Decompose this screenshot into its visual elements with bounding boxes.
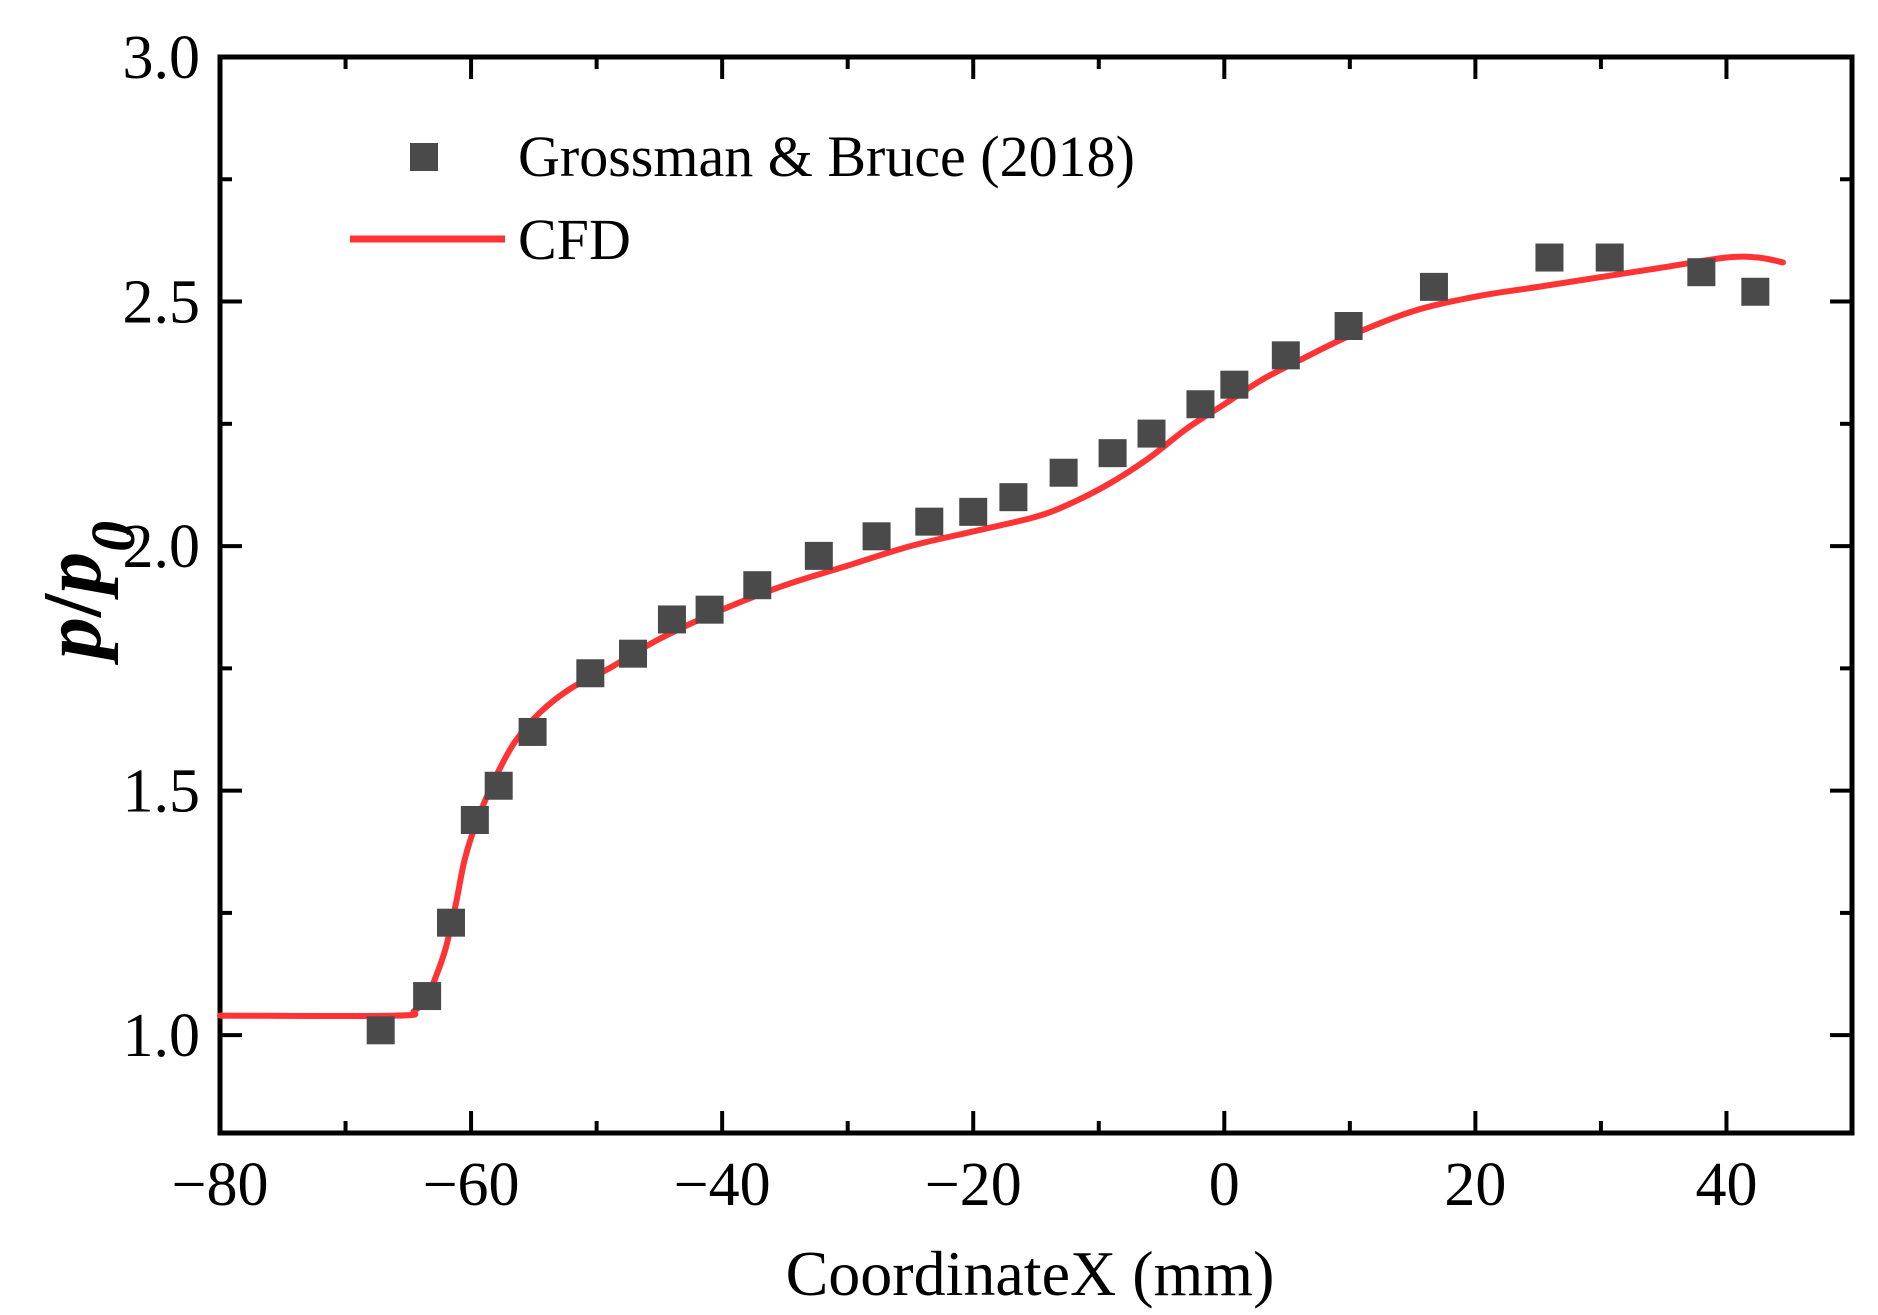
y-axis-title-sep: / [26, 592, 119, 618]
data-point-grossman [1098, 439, 1127, 468]
plot-frame [217, 54, 1855, 1136]
x-tick-label: 0 [1209, 1151, 1240, 1219]
data-point-grossman [576, 659, 605, 688]
data-point-grossman [1271, 341, 1300, 370]
data-point-grossman [1186, 390, 1215, 419]
data-point-grossman [804, 541, 833, 570]
legend-label-cfd: CFD [518, 207, 631, 272]
y-axis-title-sub: 0 [80, 521, 148, 552]
legend-label-grossman: Grossman & Bruce (2018) [518, 124, 1135, 189]
data-point-grossman [1741, 277, 1770, 306]
x-axis-title: CoordinateX (mm) [786, 1238, 1275, 1309]
y-tick-label: 1.0 [123, 1002, 201, 1070]
y-axis-title-var: p [26, 552, 119, 600]
data-point-grossman [1220, 370, 1249, 399]
data-point-grossman [959, 497, 988, 526]
data-point-grossman [413, 982, 442, 1011]
plot-border [217, 54, 1855, 1136]
data-point-grossman [366, 1016, 395, 1045]
x-axis: −80 −60 −40 −20 0 20 40 [172, 57, 1854, 1219]
series-layer [217, 243, 1786, 1045]
x-tick-label: −80 [172, 1151, 269, 1219]
data-point-grossman [862, 522, 891, 551]
series-line-cfd [217, 253, 1786, 1019]
x-tick-label: 20 [1444, 1151, 1506, 1219]
data-point-grossman [743, 571, 772, 600]
data-point-grossman [915, 507, 944, 536]
data-point-grossman [460, 805, 489, 834]
y-tick-label: 3.0 [123, 24, 201, 92]
y-axis-title: p/p0 [26, 521, 148, 665]
x-tick-label: −60 [423, 1151, 520, 1219]
x-tick-label: −40 [674, 1151, 771, 1219]
data-point-grossman [1137, 419, 1166, 448]
data-point-grossman [1419, 272, 1448, 301]
legend: Grossman & Bruce (2018) CFD [350, 124, 1135, 272]
y-axis-title-main: p [26, 617, 119, 665]
data-point-grossman [436, 908, 465, 937]
y-axis: 1.0 1.5 2.0 2.5 3.0 [123, 24, 1852, 1070]
data-point-grossman [1535, 243, 1564, 272]
data-point-grossman [518, 717, 547, 746]
data-point-grossman [1687, 258, 1716, 287]
y-tick-label: 2.0 [123, 513, 201, 581]
data-point-grossman [619, 639, 648, 668]
data-point-grossman [999, 483, 1028, 512]
y-tick-label: 1.5 [123, 758, 201, 826]
data-point-grossman [695, 595, 724, 624]
data-point-grossman [484, 771, 513, 800]
data-point-grossman [657, 605, 686, 634]
data-point-grossman [1334, 312, 1363, 340]
x-tick-label: −20 [925, 1151, 1022, 1219]
data-point-grossman [1595, 243, 1624, 272]
y-tick-label: 2.5 [123, 269, 201, 337]
legend-marker-grossman [410, 143, 438, 171]
x-tick-label: 40 [1695, 1151, 1757, 1219]
data-point-grossman [1049, 458, 1078, 487]
